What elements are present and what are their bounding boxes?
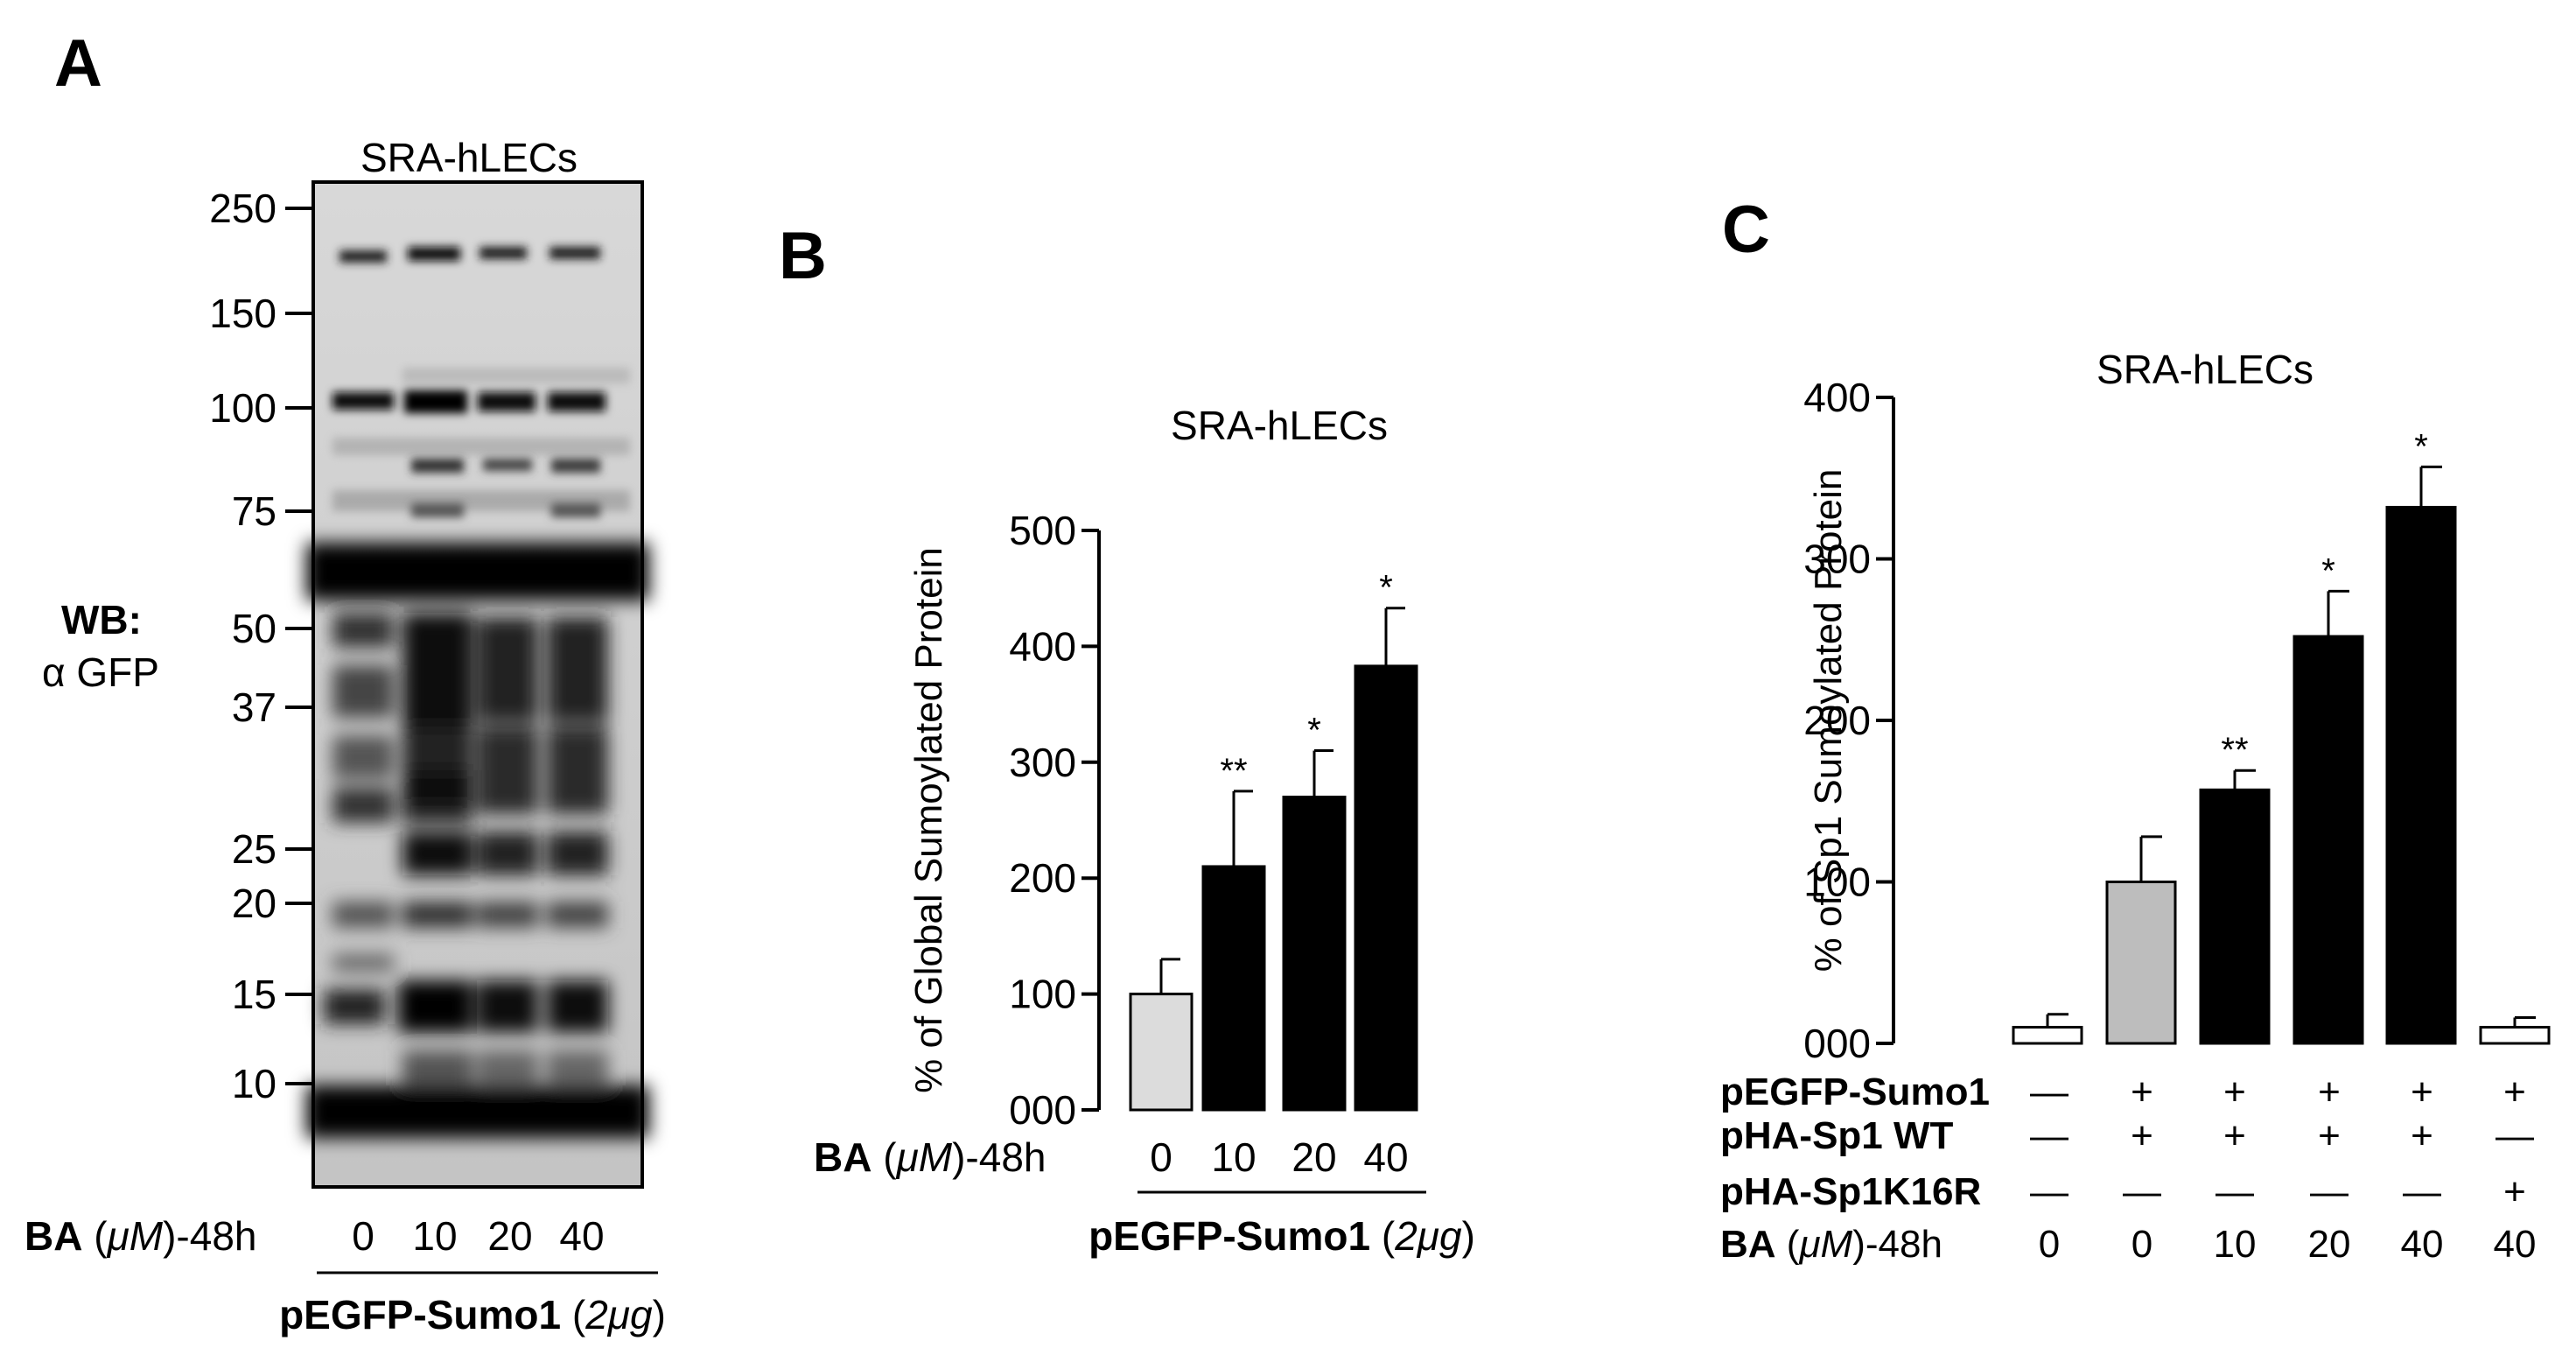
- significance-label: *: [1307, 712, 1321, 750]
- chart-b: SRA-hLECs % of Global Sumoylated Protein 0…: [907, 403, 1418, 1180]
- bar: [2479, 1026, 2551, 1045]
- treatment-symbol: —: [2496, 1114, 2534, 1157]
- panel-b-lane-row-label: BA (μM)-48h: [814, 1134, 1046, 1180]
- antibody-label: α GFP: [42, 649, 159, 695]
- y-tick-label: 100: [1009, 972, 1076, 1017]
- treatment-symbol: +: [2318, 1114, 2341, 1157]
- treatment-symbol: +: [2503, 1071, 2526, 1113]
- marker-label: 100: [209, 385, 276, 431]
- panel-b-letter: B: [779, 219, 827, 293]
- panel-b: B SRA-hLECs % of Global Sumoylated Protei…: [779, 219, 1475, 1259]
- y-tick-label: 500: [1009, 508, 1076, 553]
- significance-label: *: [2321, 551, 2335, 590]
- treatment-symbol: +: [2223, 1071, 2246, 1113]
- bar: [2012, 1026, 2083, 1045]
- bar: [1201, 865, 1266, 1112]
- treatment-symbol: —: [2403, 1170, 2441, 1213]
- treatment-symbol: —: [2030, 1170, 2068, 1213]
- y-axis-label: % of Sp1 Sumoylated Protein: [1807, 469, 1850, 972]
- y-tick-label: 400: [1803, 375, 1871, 420]
- chart-c: SRA-hLECs % of Sp1 Sumoylated Protein 000 1…: [1803, 347, 2551, 1066]
- western-blot-image: [306, 180, 649, 1189]
- treatment-symbol: +: [2223, 1114, 2246, 1157]
- bar: [2105, 881, 2177, 1045]
- treatment-symbol: —: [2123, 1170, 2161, 1213]
- panel-a-cell-label: SRA-hLECs: [360, 135, 578, 180]
- significance-label: *: [1379, 569, 1393, 607]
- lane-label: 40: [559, 1213, 604, 1259]
- treatment-row-label: pHA-Sp1 WT: [1720, 1114, 1954, 1157]
- y-tick-label: 200: [1803, 698, 1871, 743]
- bar: [2292, 635, 2364, 1045]
- bar: [1354, 664, 1418, 1112]
- dose-label: 0: [2039, 1223, 2060, 1266]
- y-axis-label: % of Global Sumoylated Protein: [907, 547, 950, 1093]
- marker-label: 10: [232, 1061, 276, 1106]
- panel-c-lane-row-label: BA (μM)-48h: [1720, 1223, 1942, 1266]
- dose-label: 20: [2308, 1223, 2351, 1266]
- treatment-symbol: +: [2503, 1170, 2526, 1213]
- panel-a: A SRA-hLECs: [24, 26, 666, 1337]
- category-label: 10: [1211, 1134, 1256, 1180]
- bar: [2199, 788, 2271, 1045]
- marker-label: 75: [232, 488, 276, 534]
- y-tick-label: 300: [1009, 740, 1076, 785]
- y-tick-label: 000: [1803, 1021, 1871, 1066]
- y-tick-label: 100: [1803, 860, 1871, 905]
- panel-b-plasmid-label: pEGFP-Sumo1 (2μg): [1088, 1213, 1475, 1259]
- lane-label: 0: [352, 1213, 374, 1259]
- panel-a-lane-row-label: BA (μM)-48h: [24, 1213, 257, 1259]
- significance-label: **: [1220, 752, 1247, 790]
- marker-label: 15: [232, 972, 276, 1017]
- y-tick-label: 400: [1009, 623, 1076, 669]
- category-label: 40: [1363, 1134, 1408, 1180]
- treatment-row-label: pEGFP-Sumo1: [1720, 1071, 1990, 1113]
- y-tick-label: 300: [1803, 537, 1871, 582]
- panel-a-lane-labels: 0 10 20 40: [352, 1213, 604, 1259]
- marker-ladder: 250 150 100 75 50 37 25 20 15 10: [209, 186, 313, 1106]
- treatment-symbol: —: [2310, 1170, 2348, 1213]
- marker-label: 25: [232, 826, 276, 872]
- significance-label: *: [2414, 427, 2428, 466]
- treatment-symbol: —: [2030, 1071, 2068, 1113]
- bar: [1282, 796, 1347, 1112]
- treatment-symbol: +: [2131, 1071, 2153, 1113]
- treatment-symbol: —: [2030, 1114, 2068, 1157]
- category-label: 20: [1292, 1134, 1336, 1180]
- dose-label: 40: [2494, 1223, 2537, 1266]
- marker-label: 20: [232, 881, 276, 926]
- y-tick-label: 000: [1009, 1087, 1076, 1133]
- bar: [1129, 993, 1194, 1112]
- panel-c-letter: C: [1722, 193, 1770, 267]
- marker-label: 50: [232, 606, 276, 651]
- treatment-symbol: +: [2411, 1114, 2433, 1157]
- dose-label: 40: [2401, 1223, 2444, 1266]
- chart-title: SRA-hLECs: [2096, 347, 2314, 392]
- dose-label: 0: [2132, 1223, 2152, 1266]
- treatment-symbol: +: [2318, 1071, 2341, 1113]
- lane-label: 20: [487, 1213, 532, 1259]
- chart-title: SRA-hLECs: [1171, 403, 1388, 448]
- marker-label: 150: [209, 291, 276, 336]
- category-label: 0: [1150, 1134, 1172, 1180]
- treatment-symbol: +: [2131, 1114, 2153, 1157]
- treatment-row-label: pHA-Sp1K16R: [1720, 1170, 1981, 1213]
- dose-label: 10: [2214, 1223, 2257, 1266]
- marker-label: 250: [209, 186, 276, 231]
- significance-label: **: [2221, 731, 2248, 769]
- panel-a-plasmid-label: pEGFP-Sumo1 (2μg): [279, 1292, 666, 1337]
- treatment-symbol: +: [2411, 1071, 2433, 1113]
- lane-label: 10: [412, 1213, 457, 1259]
- panel-c: C SRA-hLECs% of Sp1 Sumoylated Protein00…: [1720, 193, 2551, 1266]
- treatment-symbol: —: [2216, 1170, 2254, 1213]
- marker-label: 37: [232, 685, 276, 730]
- y-tick-label: 200: [1009, 855, 1076, 901]
- bar: [2385, 505, 2457, 1045]
- panel-a-letter: A: [54, 26, 102, 101]
- wb-label: WB:: [61, 597, 142, 642]
